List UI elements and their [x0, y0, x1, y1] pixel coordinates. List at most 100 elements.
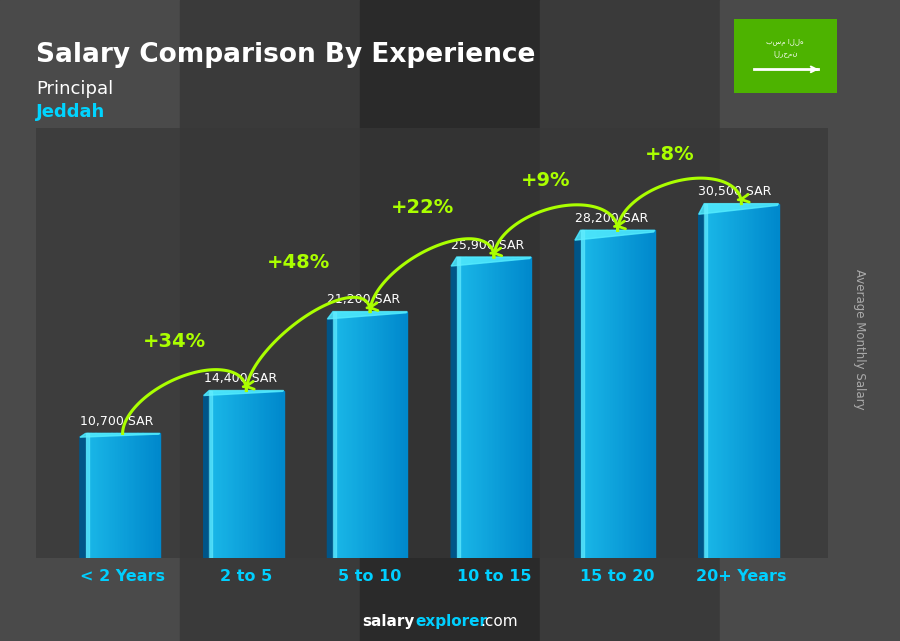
Bar [356, 312, 358, 558]
Bar [706, 204, 708, 558]
Bar [591, 230, 593, 558]
Bar [244, 390, 246, 558]
Bar [583, 230, 584, 558]
Bar [100, 433, 102, 558]
Bar [477, 257, 478, 558]
Bar [215, 390, 217, 558]
Bar [228, 390, 230, 558]
Bar [402, 312, 404, 558]
Bar [469, 257, 471, 558]
Bar [735, 204, 736, 558]
Bar [505, 257, 507, 558]
Bar [456, 257, 460, 558]
Bar [463, 257, 464, 558]
Bar [257, 390, 259, 558]
Bar [630, 230, 632, 558]
Bar [637, 230, 639, 558]
Bar [338, 312, 339, 558]
Bar [598, 230, 599, 558]
Bar [336, 312, 337, 558]
Bar [141, 433, 142, 558]
Bar [742, 204, 744, 558]
Bar [102, 433, 103, 558]
Bar [235, 390, 237, 558]
Polygon shape [328, 312, 333, 558]
Bar [271, 390, 273, 558]
Bar [520, 257, 521, 558]
Bar [594, 230, 596, 558]
Bar [506, 257, 508, 558]
Bar [736, 204, 738, 558]
Bar [599, 230, 600, 558]
Bar [259, 390, 260, 558]
Bar [644, 230, 645, 558]
Bar [586, 230, 587, 558]
Bar [260, 390, 261, 558]
Bar [462, 257, 464, 558]
Text: salary: salary [363, 615, 415, 629]
Bar [233, 390, 234, 558]
Bar [105, 433, 107, 558]
Bar [776, 204, 778, 558]
Bar [370, 312, 372, 558]
Bar [726, 204, 728, 558]
Bar [399, 312, 400, 558]
Bar [608, 230, 609, 558]
Bar [152, 433, 154, 558]
Bar [333, 312, 336, 558]
Bar [128, 433, 129, 558]
Text: +8%: +8% [644, 145, 695, 163]
Bar [487, 257, 488, 558]
Bar [89, 433, 91, 558]
Bar [521, 257, 523, 558]
Bar [362, 312, 363, 558]
Bar [512, 257, 514, 558]
Bar [154, 433, 155, 558]
Bar [144, 433, 145, 558]
Bar [337, 312, 338, 558]
Bar [734, 204, 735, 558]
Bar [771, 204, 772, 558]
Bar [482, 257, 483, 558]
Bar [227, 390, 228, 558]
Polygon shape [80, 433, 160, 437]
Bar [389, 312, 390, 558]
Bar [373, 312, 374, 558]
Bar [750, 204, 751, 558]
Bar [581, 230, 583, 558]
Bar [140, 433, 141, 558]
Bar [528, 257, 530, 558]
Bar [631, 230, 633, 558]
Bar [241, 390, 243, 558]
Bar [633, 230, 634, 558]
Bar [273, 390, 274, 558]
Text: Jeddah: Jeddah [36, 103, 105, 121]
Bar [125, 433, 127, 558]
Bar [502, 257, 504, 558]
Bar [718, 204, 719, 558]
Bar [475, 257, 477, 558]
Bar [254, 390, 256, 558]
Bar [497, 257, 498, 558]
Bar [485, 257, 487, 558]
Bar [352, 312, 353, 558]
Bar [333, 312, 335, 558]
Bar [209, 390, 212, 558]
Bar [104, 433, 105, 558]
Bar [472, 257, 474, 558]
Bar [219, 390, 220, 558]
Bar [500, 257, 501, 558]
Bar [724, 204, 725, 558]
Bar [527, 257, 528, 558]
Bar [360, 312, 362, 558]
Bar [132, 433, 134, 558]
Bar [264, 390, 266, 558]
Bar [240, 390, 241, 558]
Bar [641, 230, 643, 558]
Bar [120, 433, 122, 558]
Bar [392, 312, 394, 558]
Bar [504, 257, 505, 558]
Bar [597, 230, 598, 558]
Bar [760, 204, 761, 558]
Bar [92, 433, 93, 558]
